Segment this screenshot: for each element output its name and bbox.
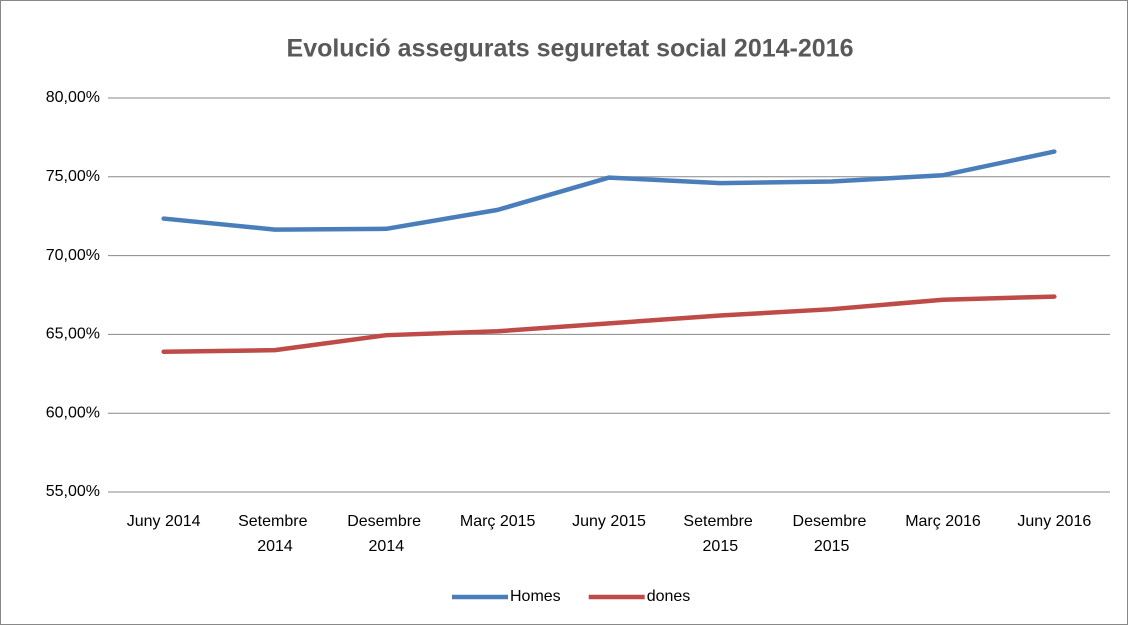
legend-label: dones: [647, 588, 691, 605]
y-tick-label: 55,00%: [46, 483, 100, 500]
chart-title: Evolució assegurats seguretat social 201…: [287, 35, 854, 63]
line-series: [161, 149, 1057, 232]
x-tick-label: Desembre 2015: [793, 513, 871, 555]
y-tick-label: 80,00%: [46, 89, 100, 106]
y-tick-label: 60,00%: [46, 404, 100, 421]
x-tick-label: Març 2015: [460, 513, 536, 530]
x-tick-label: Març 2016: [905, 513, 981, 530]
y-tick-label: 70,00%: [46, 247, 100, 264]
x-tick-label: Juny 2014: [127, 513, 201, 530]
x-tick-label: Desembre 2014: [347, 513, 425, 555]
legend-label: Homes: [510, 588, 561, 605]
x-tick-label: Juny 2015: [572, 513, 646, 530]
line-series: [161, 294, 1057, 354]
x-tick-label: Juny 2016: [1017, 513, 1091, 530]
x-tick-label: Setembre 2015: [683, 513, 757, 555]
x-tick-label: Setembre 2014: [238, 513, 312, 555]
y-tick-label: 75,00%: [46, 168, 100, 185]
y-tick-label: 65,00%: [46, 326, 100, 343]
